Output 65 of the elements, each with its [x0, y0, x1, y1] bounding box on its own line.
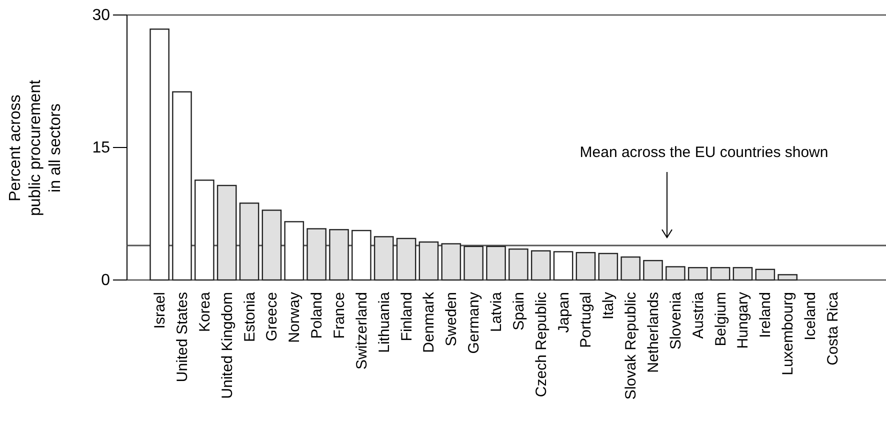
bar [396, 238, 416, 281]
x-tick-label: Italy [600, 292, 618, 320]
bar [374, 236, 394, 281]
x-tick-label: Sweden [443, 292, 460, 346]
y-tick-label: 30 [92, 7, 110, 24]
x-tick-label: Lithuania [376, 291, 393, 353]
bar [284, 221, 304, 281]
x-tick-label: Finland [398, 292, 416, 342]
x-tick-label: Korea [196, 291, 214, 332]
bar [216, 184, 237, 281]
bar [262, 210, 282, 281]
x-tick-label: Estonia [241, 291, 258, 342]
bar [172, 91, 192, 281]
x-tick-label: Luxembourg [780, 292, 797, 376]
bar [530, 250, 551, 281]
x-tick-label: Spain [510, 292, 528, 330]
x-tick-label: Switzerland [353, 292, 370, 370]
x-tick-label: Belgium [712, 292, 730, 346]
x-tick-label: Costa Rica [824, 291, 842, 366]
bar [732, 267, 753, 281]
bar [553, 251, 574, 281]
bar [441, 243, 462, 281]
bar [620, 256, 640, 281]
x-tick-label: Austria [690, 291, 707, 339]
bar [755, 268, 776, 281]
bar [508, 248, 528, 281]
bar [464, 246, 484, 281]
bar [352, 230, 372, 281]
bar [688, 267, 708, 281]
bar [150, 28, 170, 281]
x-tick-label: Germany [466, 292, 483, 354]
x-tick-label: United Kingdom [218, 292, 236, 399]
x-tick-label: Slovak Republic [622, 292, 640, 400]
x-tick-label: Poland [308, 292, 326, 339]
x-tick-label: United States [174, 292, 191, 382]
bar [666, 266, 686, 281]
x-tick-label: Japan [555, 292, 572, 333]
x-tick-label: Hungary [734, 292, 752, 349]
x-tick-label: Israel [152, 292, 169, 329]
x-tick-label: Greece [264, 292, 281, 342]
x-tick-label: Iceland [802, 292, 820, 340]
bar [778, 274, 798, 281]
bar [194, 180, 214, 281]
y-tick-label: 0 [101, 272, 110, 290]
x-tick-label: Slovenia [667, 291, 684, 350]
x-tick-label: Czech Republic [532, 292, 550, 398]
bar [486, 246, 506, 281]
x-tick-label: France [330, 292, 348, 339]
x-tick-label: Ireland [757, 292, 774, 338]
x-tick-label: Portugal [578, 292, 595, 348]
bar [598, 252, 618, 281]
x-tick-label: Latvia [488, 291, 505, 332]
bar [576, 252, 596, 281]
bar [239, 202, 260, 281]
x-tick-label: Denmark [420, 292, 438, 353]
y-axis-title: Percent across public procurement in all sectors [7, 79, 64, 216]
bar [329, 229, 349, 281]
bar [418, 241, 439, 281]
bar [710, 267, 730, 281]
bar [643, 260, 663, 281]
x-tick-label: Norway [286, 292, 304, 343]
y-tick-label: 15 [92, 140, 110, 157]
x-tick-label: Netherlands [645, 292, 662, 373]
ref-line-label: Mean across the EU countries shown [580, 144, 828, 161]
bar [306, 228, 326, 281]
